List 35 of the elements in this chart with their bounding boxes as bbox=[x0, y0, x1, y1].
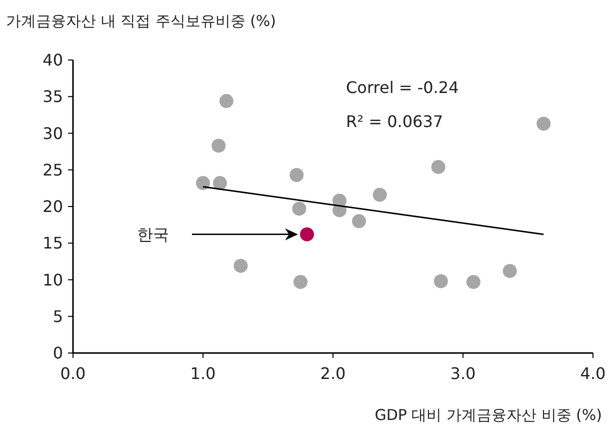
x-tick-label: 1.0 bbox=[190, 364, 216, 383]
y-axis-title: 가계금융자산 내 직접 주식보유비중 (%) bbox=[6, 12, 276, 30]
annotation: R² = 0.0637 bbox=[346, 112, 444, 131]
y-tick-label: 20 bbox=[42, 197, 63, 216]
y-tick-label: 5 bbox=[52, 306, 63, 326]
point bbox=[212, 138, 226, 153]
point bbox=[294, 274, 308, 289]
annotation: 한국 bbox=[137, 224, 169, 244]
point bbox=[234, 258, 248, 273]
x-tick-label: 2.0 bbox=[320, 364, 346, 383]
point bbox=[502, 264, 517, 278]
annotation: Correl = -0.24 bbox=[346, 78, 459, 97]
point bbox=[196, 176, 210, 190]
y-tick-label: 15 bbox=[42, 234, 63, 253]
x-tick-label: 4.0 bbox=[580, 364, 606, 383]
x-axis-title: GDP 대비 가계금융자산 비중 (%) bbox=[374, 406, 602, 424]
x-tick-label: 0.0 bbox=[60, 364, 86, 383]
point bbox=[372, 188, 387, 202]
point bbox=[466, 274, 480, 289]
x-tick-label: 3.0 bbox=[450, 364, 476, 383]
point bbox=[434, 274, 448, 288]
y-tick-label: 35 bbox=[42, 87, 63, 106]
y-tick-label: 30 bbox=[42, 124, 63, 143]
y-tick-label: 40 bbox=[42, 50, 63, 70]
y-tick-label: 10 bbox=[42, 270, 63, 290]
point bbox=[290, 168, 304, 182]
point bbox=[431, 160, 446, 174]
point bbox=[212, 176, 227, 190]
y-tick-label: 25 bbox=[42, 160, 63, 180]
point bbox=[219, 94, 234, 108]
y-tick-label: 0 bbox=[52, 344, 63, 363]
point bbox=[536, 116, 551, 131]
point bbox=[292, 202, 306, 216]
point bbox=[300, 227, 314, 242]
point bbox=[352, 214, 366, 228]
